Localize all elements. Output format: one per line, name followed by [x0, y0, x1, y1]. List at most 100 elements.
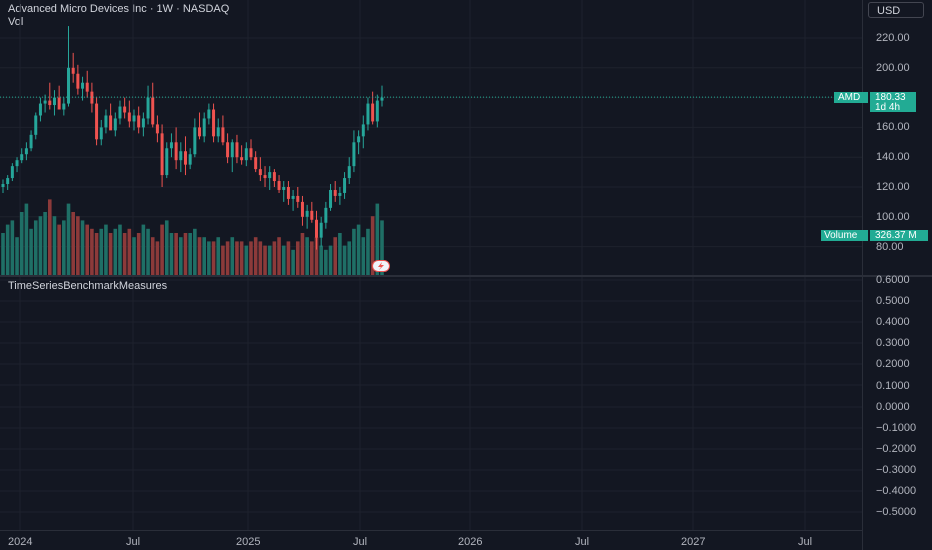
indicator-axis-label: −0.3000 [876, 463, 917, 476]
volume-bar [94, 233, 99, 275]
indicator-axis-label: −0.4000 [876, 485, 917, 497]
lightning-icon[interactable] [372, 260, 390, 272]
candle-body [272, 172, 276, 182]
candle-body [123, 106, 127, 113]
volume-bar [324, 249, 328, 275]
candle-body [85, 82, 89, 92]
volume-bar [197, 237, 202, 275]
volume-bar [375, 203, 380, 275]
candle-body [20, 154, 24, 161]
volume-legend: Vol [8, 16, 24, 28]
volume-bar [230, 237, 235, 275]
candle-body [212, 109, 216, 137]
volume-bar [207, 241, 211, 275]
candle-body [263, 175, 267, 179]
candle-body [254, 157, 258, 170]
volume-bar [85, 224, 90, 275]
volume-bar [164, 220, 169, 275]
volume-bar [47, 199, 52, 275]
candle-body [198, 127, 202, 137]
volume-bar [188, 233, 192, 275]
volume-bar [136, 233, 141, 275]
candle-body [249, 148, 253, 158]
volume-bar [19, 212, 24, 275]
candle-body [361, 124, 365, 137]
candle-body [104, 115, 108, 128]
candle-body [160, 133, 164, 176]
chart-title: Advanced Micro Devices Inc · 1W · NASDAQ [8, 3, 230, 15]
candle-body [179, 151, 183, 161]
time-axis-label: Jul [575, 536, 590, 548]
volume-bar [356, 224, 361, 275]
candle-body [132, 115, 136, 122]
candle-body [268, 172, 272, 179]
candle-body [99, 127, 103, 140]
volume-bar [286, 241, 291, 275]
volume-bar [80, 220, 85, 275]
volume-bar [305, 237, 309, 275]
indicator-legend: TimeSeriesBenchmarkMeasures [8, 280, 168, 292]
volume-bar [108, 233, 113, 275]
indicator-axis-label: 0.0000 [876, 400, 910, 413]
volume-bar [160, 224, 164, 275]
volume-value-tag: 326.37 M [870, 230, 928, 241]
volume-bar [146, 228, 150, 275]
candle-body [24, 148, 28, 155]
volume-bar [127, 228, 132, 275]
volume-bar [57, 224, 61, 275]
volume-bar [333, 237, 338, 275]
volume-bar [62, 220, 66, 275]
candle-body [230, 142, 234, 158]
price-axis-label: 140.00 [876, 151, 910, 164]
volume-bar [43, 212, 47, 275]
candle-body [10, 166, 14, 179]
candle-body [193, 127, 197, 155]
candle-body [188, 154, 192, 165]
candle-body [52, 97, 56, 106]
time-axis-label: Jul [353, 536, 368, 548]
volume-bar [216, 237, 221, 275]
indicator-pane[interactable]: TimeSeriesBenchmarkMeasures [0, 277, 862, 530]
candle-body [296, 195, 300, 202]
price-chart-svg[interactable] [0, 0, 862, 275]
candle-body [48, 100, 52, 106]
symbol-tag: AMD [834, 92, 868, 103]
volume-bar [118, 224, 122, 275]
candle-body [282, 187, 286, 190]
volume-bar [310, 241, 314, 275]
candle-body [240, 157, 244, 161]
time-axis-label: 2027 [681, 536, 706, 548]
indicator-axis-label: −0.2000 [876, 442, 917, 455]
candle-body [305, 210, 309, 217]
pane-separator[interactable] [0, 275, 932, 277]
indicator-axis-label: 0.4000 [876, 316, 910, 329]
volume-bar [258, 241, 263, 275]
volume-bar [291, 249, 295, 275]
candle-body [343, 178, 347, 193]
candle-body [277, 181, 281, 190]
candle-body [310, 210, 314, 220]
volume-bar [38, 216, 43, 275]
price-axis-label: 120.00 [876, 181, 910, 193]
price-chart-pane[interactable]: Advanced Micro Devices Inc · 1W · NASDAQ… [0, 0, 862, 275]
candle-body [319, 222, 323, 238]
volume-label-tag: Volume [821, 230, 868, 241]
indicator-axis-label: 0.2000 [876, 358, 910, 371]
candle-body [151, 97, 155, 125]
candle-body [375, 100, 379, 122]
volume-bar [202, 237, 206, 275]
currency-button[interactable]: USD [868, 2, 924, 18]
candle-body [216, 127, 220, 137]
candle-body [146, 97, 150, 119]
candle-body [291, 195, 295, 199]
volume-bar [244, 245, 249, 275]
time-axis-border [0, 530, 862, 531]
volume-bar [239, 241, 244, 275]
volume-bar [314, 237, 319, 275]
candle-body [127, 112, 131, 122]
candle-body [183, 151, 187, 165]
indicator-axis-label: −0.1000 [876, 421, 917, 434]
price-axis-label: 220.00 [876, 32, 910, 44]
candle-body [286, 187, 290, 199]
volume-bar [253, 237, 258, 275]
